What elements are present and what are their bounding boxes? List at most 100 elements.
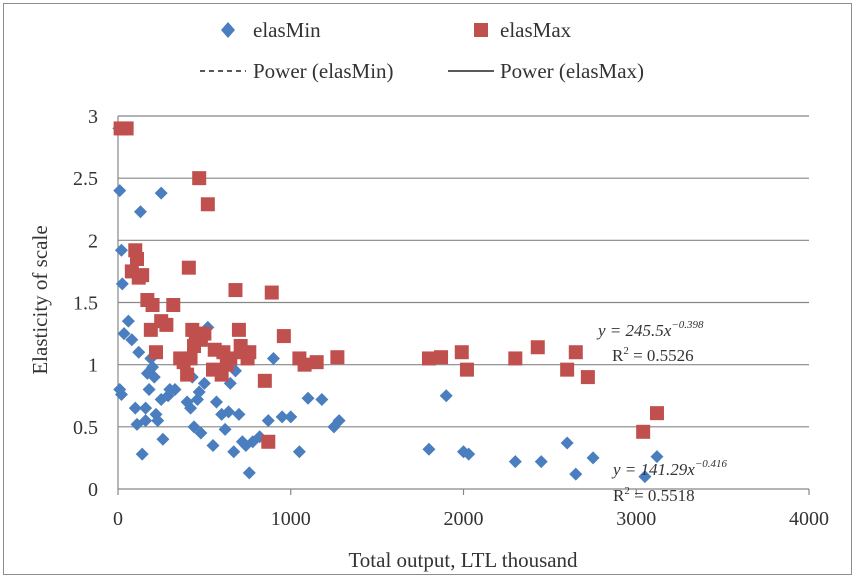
- elasmin-point: [114, 243, 128, 257]
- x-tick-label: 3000: [616, 508, 656, 530]
- elasmax-point: [264, 285, 279, 300]
- elasmax-point: [228, 283, 243, 298]
- elasmin-point: [508, 455, 522, 469]
- elasmax-point: [649, 406, 664, 421]
- series-elasmin-points: [112, 121, 664, 484]
- x-tick-label: 0: [113, 508, 123, 530]
- elasmin-point: [209, 395, 223, 409]
- elasmin-point: [128, 401, 142, 415]
- elasmin-point: [147, 370, 161, 384]
- elasmin-point: [206, 438, 220, 452]
- legend: elasMin elasMax Power (elasMin) Power (e…: [200, 18, 644, 83]
- elasmax-point: [508, 351, 523, 366]
- elasmax-point: [309, 355, 324, 370]
- elasmax-point: [119, 121, 134, 136]
- elasmin-point: [151, 414, 165, 428]
- y-tick-label: 1: [88, 355, 98, 377]
- legend-square-marker: [474, 23, 488, 37]
- elasmin-point: [569, 467, 583, 481]
- elasmax-point: [297, 357, 312, 372]
- elasmin-point: [192, 385, 206, 399]
- elasmax-equation-text: y = 245.5x−0.398: [596, 319, 704, 340]
- elasmax-point: [180, 367, 195, 382]
- x-tick-label: 2000: [444, 508, 484, 530]
- y-tick-label: 2: [88, 230, 98, 252]
- elasmin-equation: y = 141.29x−0.416 R2 = 0.5518: [611, 458, 727, 505]
- elasmax-point: [421, 351, 436, 366]
- elasmax-point: [261, 434, 276, 449]
- elasmin-point: [242, 466, 256, 480]
- elasmax-point: [181, 260, 196, 275]
- elasmin-equation-text: y = 141.29x−0.416: [611, 458, 727, 479]
- elasmin-point: [462, 447, 476, 461]
- elasmin-point: [132, 345, 146, 359]
- chart-frame: [3, 3, 852, 575]
- tick-labels: 0 0.5 1 1.5 2 2.5 3 0 1000 2000 3000 4000: [73, 106, 829, 530]
- y-tick-label: 3: [88, 106, 98, 128]
- elasmax-point: [568, 345, 583, 360]
- elasmax-point: [636, 424, 651, 439]
- x-axis-title: Total output, LTL thousand: [348, 548, 578, 572]
- elasmin-point: [218, 422, 232, 436]
- elasmin-point: [301, 391, 315, 405]
- elasmin-point: [156, 432, 170, 446]
- elasmax-point: [183, 351, 198, 366]
- elasmax-point: [166, 297, 181, 312]
- elasmin-point: [534, 455, 548, 469]
- legend-label-elasmax: elasMax: [500, 18, 572, 42]
- elasmin-point: [586, 451, 600, 465]
- elasmin-point: [135, 447, 149, 461]
- y-tick-label: 2.5: [73, 168, 98, 190]
- series-elasmax-points: [113, 121, 664, 449]
- y-tick-label: 0: [88, 479, 98, 501]
- elasmin-point: [146, 360, 160, 374]
- elasmin-point: [114, 388, 128, 402]
- legend-label-elasmin: elasMin: [253, 18, 321, 42]
- elasmax-point: [159, 317, 174, 332]
- legend-item-power-elasmin: Power (elasMin): [200, 59, 394, 83]
- elasmax-point: [434, 350, 449, 365]
- elasmax-equation: y = 245.5x−0.398 R2 = 0.5526: [596, 319, 704, 365]
- legend-diamond-marker: [221, 22, 235, 38]
- elasmin-point: [117, 327, 131, 341]
- elasmin-point: [168, 383, 182, 397]
- elasmax-point: [145, 297, 160, 312]
- elasmin-point: [560, 436, 574, 450]
- elasmin-point: [232, 407, 246, 421]
- elasmin-point: [422, 442, 436, 456]
- elasmax-point: [454, 345, 469, 360]
- x-tick-label: 4000: [789, 508, 829, 530]
- elasmin-point: [261, 414, 275, 428]
- elasmin-point: [315, 392, 329, 406]
- elasmax-point: [149, 345, 164, 360]
- elasmin-point: [650, 450, 664, 464]
- elasmax-point: [192, 171, 207, 186]
- elasmin-point: [125, 333, 139, 347]
- elasmin-point: [133, 205, 147, 219]
- elasmax-point: [231, 322, 246, 337]
- elasmax-point: [257, 373, 272, 388]
- elasmax-point: [560, 362, 575, 377]
- elasmax-point: [135, 268, 150, 283]
- elasmin-point: [284, 410, 298, 424]
- elasmin-point: [197, 376, 211, 390]
- elasmin-point: [184, 401, 198, 415]
- elasmax-point: [130, 251, 145, 266]
- legend-label-power-elasmin: Power (elasMin): [253, 59, 394, 83]
- x-tick-label: 1000: [271, 508, 311, 530]
- elasmin-point: [292, 445, 306, 459]
- elasmin-point: [222, 405, 236, 419]
- legend-item-elasmin: elasMin: [221, 18, 321, 42]
- elasmin-point: [139, 401, 153, 415]
- elasmax-point: [242, 345, 257, 360]
- elasmin-point: [121, 314, 135, 328]
- elasmax-point: [530, 340, 545, 355]
- elasmin-point: [142, 383, 156, 397]
- elasmin-point: [332, 414, 346, 428]
- elasmin-point: [113, 184, 127, 198]
- elasmin-point: [187, 420, 201, 434]
- elasmin-point: [638, 470, 652, 484]
- legend-item-elasmax: elasMax: [474, 18, 572, 42]
- elasmin-r2-text: R2 = 0.5518: [613, 485, 695, 505]
